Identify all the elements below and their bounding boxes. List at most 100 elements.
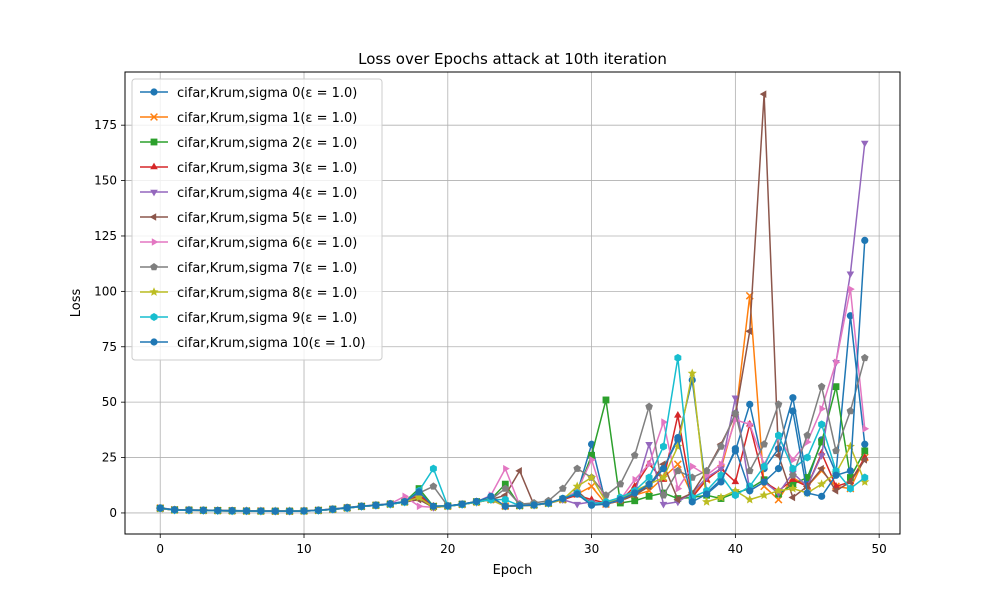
data-point (673, 460, 682, 469)
legend-item: cifar,Krum,sigma 5(ε = 1.0) (140, 211, 357, 226)
legend-marker (150, 263, 158, 271)
data-point (703, 490, 711, 498)
data-point (832, 446, 840, 455)
data-point (817, 464, 824, 473)
data-point (788, 493, 796, 502)
data-point (789, 471, 797, 479)
data-point (660, 442, 667, 451)
legend-label: cifar,Krum,sigma 5(ε = 1.0) (177, 211, 357, 226)
data-point (645, 480, 653, 488)
data-point (602, 396, 610, 404)
data-point (773, 485, 784, 495)
x-tick-label: 40 (728, 542, 743, 556)
data-point (602, 500, 610, 508)
legend-item: cifar,Krum,sigma 7(ε = 1.0) (140, 261, 357, 276)
legend-item: cifar,Krum,sigma 6(ε = 1.0) (140, 236, 357, 251)
data-point (458, 500, 466, 508)
data-point (731, 409, 740, 417)
data-point (747, 420, 755, 429)
data-point (760, 440, 768, 448)
data-point (503, 464, 510, 473)
data-point (645, 442, 653, 449)
data-point (832, 383, 840, 391)
data-point (286, 507, 294, 515)
data-point (803, 474, 811, 481)
data-point (848, 285, 855, 293)
data-point (559, 484, 567, 492)
data-point (846, 407, 855, 415)
legend-item: cifar,Krum,sigma 9(ε = 1.0) (140, 311, 357, 326)
data-point (587, 501, 596, 509)
data-point (861, 447, 869, 455)
series-10 (156, 236, 869, 515)
data-point (846, 474, 854, 481)
data-point (760, 462, 768, 471)
data-point (559, 494, 567, 503)
data-point (789, 475, 797, 482)
data-point (616, 496, 624, 504)
data-point (659, 465, 668, 473)
data-point (501, 502, 509, 510)
x-axis-label: Epoch (493, 563, 533, 578)
data-point (372, 501, 380, 509)
data-point (343, 504, 351, 512)
data-point (242, 507, 251, 515)
data-point (861, 236, 869, 245)
data-point (658, 472, 669, 482)
data-point (314, 506, 322, 514)
data-point (760, 478, 768, 486)
data-point (429, 464, 437, 473)
data-point (199, 506, 207, 514)
data-point (718, 460, 726, 469)
data-point (819, 405, 827, 413)
data-point (687, 368, 697, 378)
plot-frame (124, 71, 901, 535)
legend-item: cifar,Krum,sigma 3(ε = 1.0) (140, 161, 357, 176)
data-point (645, 473, 653, 482)
legend-marker (150, 338, 158, 346)
data-point (516, 502, 524, 510)
legend-label: cifar,Krum,sigma 6(ε = 1.0) (177, 236, 357, 251)
data-point (845, 441, 855, 451)
legend-box (131, 78, 383, 361)
data-point (702, 497, 712, 506)
legend-item: cifar,Krum,sigma 2(ε = 1.0) (140, 136, 357, 151)
data-point (789, 407, 797, 415)
data-point (702, 466, 711, 475)
data-point (515, 467, 522, 475)
data-point (674, 466, 682, 475)
data-point (817, 479, 827, 489)
data-point (674, 411, 682, 418)
data-point (646, 460, 654, 469)
data-point (401, 498, 409, 506)
chart-title: Loss over Epochs attack at 10th iteratio… (358, 50, 667, 68)
data-point (717, 478, 725, 486)
legend-label: cifar,Krum,sigma 1(ε = 1.0) (177, 111, 357, 126)
data-point (587, 472, 597, 482)
y-tick-label: 100 (94, 284, 117, 298)
data-point (587, 482, 596, 491)
data-point (386, 500, 394, 508)
data-point (831, 486, 839, 495)
y-tick-label: 125 (94, 229, 117, 243)
legend-label: cifar,Krum,sigma 3(ε = 1.0) (177, 161, 357, 176)
legend-marker (151, 238, 159, 246)
y-tick-label: 0 (109, 506, 117, 520)
data-point (602, 491, 610, 499)
x-tick-label: 30 (584, 542, 599, 556)
data-point (572, 481, 582, 491)
data-point (300, 507, 308, 515)
data-point (818, 492, 826, 500)
legend-marker (150, 113, 158, 121)
legend-marker (150, 189, 158, 197)
data-point (214, 506, 222, 515)
data-point (357, 502, 366, 510)
legend-label: cifar,Krum,sigma 0(ε = 1.0) (177, 86, 357, 101)
data-point (631, 489, 639, 497)
data-point (630, 451, 639, 459)
legend-label: cifar,Krum,sigma 10(ε = 1.0) (177, 336, 366, 351)
data-point (659, 491, 668, 499)
data-point (659, 501, 668, 509)
data-point (588, 451, 595, 459)
